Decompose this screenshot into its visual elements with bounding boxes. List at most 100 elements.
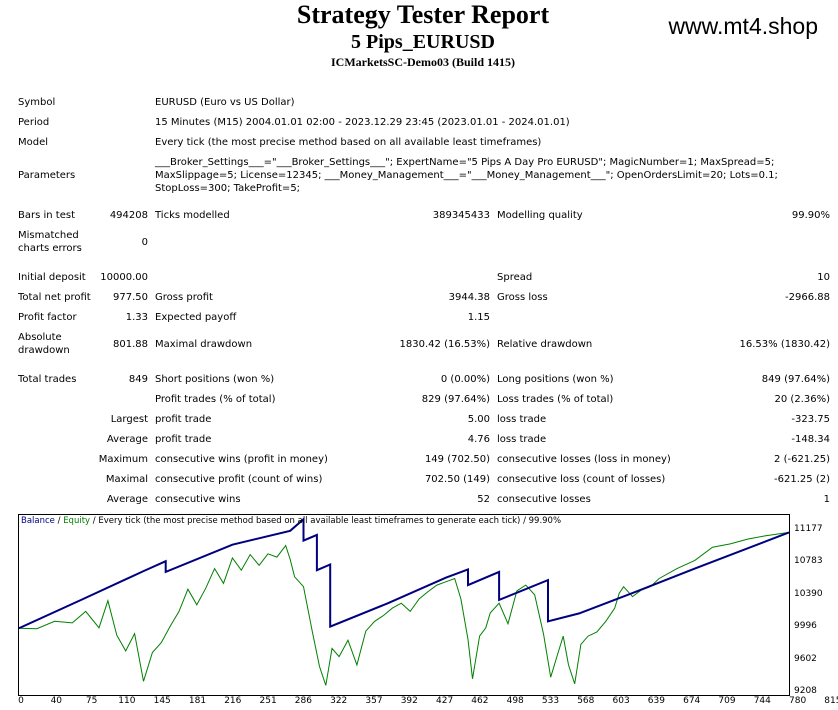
- ltrades-value: 20 (2.36%): [774, 394, 830, 405]
- max-cons-losses-value: 2 (-621.25): [774, 454, 830, 465]
- largest-profit-value: 5.00: [467, 414, 490, 425]
- ticks-value: 389345433: [432, 210, 490, 221]
- x-tick-label: 251: [259, 696, 277, 706]
- legend-equity: Equity: [63, 516, 91, 526]
- legend-balance: Balance: [21, 516, 55, 526]
- x-tick-label: 216: [224, 696, 242, 706]
- x-tick-label: 780: [789, 696, 807, 706]
- balance-line: [19, 517, 789, 630]
- average2-label: Average: [106, 494, 148, 505]
- reldd-label: Relative drawdown: [497, 339, 593, 350]
- chart-plot: [19, 517, 789, 686]
- max-cons-loss-label: consecutive loss (count of losses): [497, 474, 666, 485]
- x-tick-label: 357: [365, 696, 383, 706]
- avg-cons-wins-value: 52: [477, 494, 490, 505]
- site-link[interactable]: www.mt4.shop: [668, 13, 818, 39]
- ptrades-label: Profit trades (% of total): [155, 394, 276, 405]
- x-tick-label: 40: [50, 696, 63, 706]
- trades-label: Total trades: [18, 374, 77, 385]
- mismatch-value: 0: [141, 237, 148, 248]
- x-tick-label: 603: [612, 696, 630, 706]
- maxdd-value: 1830.42 (16.53%): [399, 339, 490, 350]
- short-value: 0 (0.00%): [440, 374, 490, 385]
- symbol-label: Symbol: [18, 97, 56, 108]
- x-tick-label: 322: [330, 696, 348, 706]
- balance-chart: [18, 514, 790, 696]
- x-tick-label: 568: [577, 696, 595, 706]
- largest-profit-label: profit trade: [155, 414, 212, 425]
- x-tick-label: 639: [647, 696, 665, 706]
- average-profit-label: profit trade: [155, 434, 212, 445]
- avg-cons-losses-label: consecutive losses: [497, 494, 591, 505]
- trades-value: 849: [128, 374, 148, 385]
- max-cons-loss-value: -621.25 (2): [774, 474, 830, 485]
- netprofit-label: Total net profit: [18, 292, 91, 303]
- pf-label: Profit factor: [18, 312, 77, 323]
- maximal-label: Maximal: [105, 474, 148, 485]
- largest-loss-value: -323.75: [791, 414, 830, 425]
- largest-label: Largest: [110, 414, 148, 425]
- payoff-label: Expected payoff: [155, 312, 237, 323]
- x-tick-label: 392: [400, 696, 418, 706]
- x-tick-label: 286: [294, 696, 312, 706]
- x-tick-label: 75: [85, 696, 98, 706]
- y-tick-label: 11177: [794, 524, 823, 534]
- payoff-value: 1.15: [467, 312, 490, 323]
- parameters-value: ___Broker_Settings___="___Broker_Setting…: [155, 157, 778, 194]
- average-profit-value: 4.76: [467, 434, 490, 445]
- max-cons-profit-label: consecutive profit (count of wins): [155, 474, 323, 485]
- grossprofit-value: 3944.38: [448, 292, 490, 303]
- average-loss-value: -148.34: [791, 434, 830, 445]
- report-title: Strategy Tester Report: [296, 0, 550, 29]
- max-cons-wins-label: consecutive wins (profit in money): [155, 454, 328, 465]
- chart-caption: Balance / Equity / Every tick (the most …: [21, 516, 561, 527]
- maxdd-label: Maximal drawdown: [155, 339, 253, 350]
- reldd-value: 16.53% (1830.42): [739, 339, 830, 350]
- model-label: Model: [18, 137, 49, 148]
- x-tick-label: 709: [718, 696, 736, 706]
- bars-value: 494208: [109, 210, 148, 221]
- long-label: Long positions (won %): [497, 374, 614, 385]
- ltrades-label: Loss trades (% of total): [497, 394, 614, 405]
- y-tick-label: 9996: [794, 621, 817, 632]
- parameters-label: Parameters: [18, 170, 76, 181]
- x-tick-label: 181: [188, 696, 207, 706]
- x-tick-label: 498: [506, 696, 524, 706]
- x-tick-label: 427: [436, 696, 454, 706]
- maximum-label: Maximum: [98, 454, 148, 465]
- quality-value: 99.90%: [791, 210, 830, 221]
- grossprofit-label: Gross profit: [155, 292, 213, 303]
- long-value: 849 (97.64%): [761, 374, 830, 385]
- expert-name: 5 Pips_EURUSD: [351, 31, 495, 53]
- y-tick-label: 9208: [794, 686, 817, 696]
- legend-rest: / Every tick (the most precise method ba…: [90, 516, 562, 526]
- average-loss-label: loss trade: [497, 434, 547, 445]
- x-tick-label: 674: [683, 696, 701, 706]
- spread-label: Spread: [497, 272, 533, 283]
- y-tick-label: 10390: [794, 588, 823, 599]
- grossloss-label: Gross loss: [497, 292, 548, 303]
- x-tick-label: 145: [153, 696, 171, 706]
- max-cons-losses-label: consecutive losses (loss in money): [497, 454, 671, 465]
- x-tick-label: 462: [471, 696, 489, 706]
- x-tick-label: 110: [118, 696, 136, 706]
- largest-loss-label: loss trade: [497, 414, 547, 425]
- y-tick-label: 10783: [794, 556, 823, 567]
- grossloss-value: -2966.88: [785, 292, 830, 303]
- legend-sep: /: [54, 516, 64, 526]
- max-cons-profit-value: 702.50 (149): [424, 474, 490, 485]
- deposit-value: 10000.00: [100, 272, 148, 283]
- absdd-label: Absolute drawdown: [18, 332, 70, 356]
- quality-label: Modelling quality: [497, 210, 583, 221]
- symbol-value: EURUSD (Euro vs US Dollar): [155, 97, 295, 108]
- pf-value: 1.33: [125, 312, 148, 323]
- short-label: Short positions (won %): [155, 374, 275, 385]
- x-tick-label: 815: [824, 696, 838, 706]
- ptrades-value: 829 (97.64%): [421, 394, 490, 405]
- avg-cons-losses-value: 1: [823, 494, 830, 505]
- server-build: ICMarketsSC-Demo03 (Build 1415): [331, 55, 515, 69]
- mismatch-label: Mismatched charts errors: [18, 230, 82, 254]
- period-value: 15 Minutes (M15) 2004.01.01 02:00 - 2023…: [155, 117, 570, 128]
- deposit-label: Initial deposit: [18, 272, 86, 283]
- average-label: Average: [106, 434, 148, 445]
